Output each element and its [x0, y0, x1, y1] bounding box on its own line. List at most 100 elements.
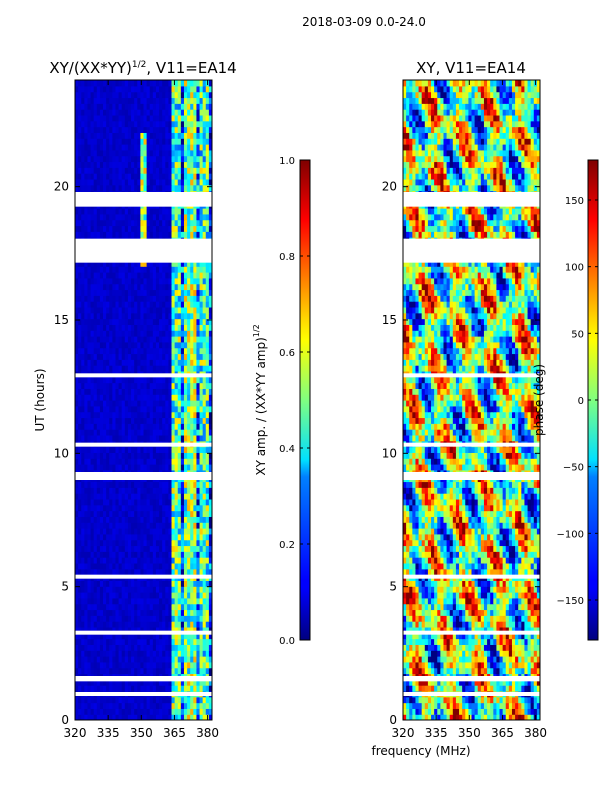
heatmap-cell — [205, 173, 210, 180]
heatmap-cell — [140, 382, 145, 389]
heatmap-cell — [140, 272, 145, 279]
heatmap-cell — [187, 493, 191, 500]
heatmap-cell — [90, 696, 95, 704]
heatmap-cell — [131, 708, 135, 715]
heatmap-cell — [165, 144, 170, 151]
heatmap-cell — [121, 85, 126, 93]
heatmap-cell — [152, 266, 157, 273]
heatmap-cell — [134, 487, 138, 494]
heatmap-cell — [177, 557, 182, 564]
heatmap-cell — [75, 458, 79, 465]
heatmap-cell — [165, 91, 170, 99]
heatmap-cell — [143, 510, 148, 517]
heatmap-cell — [121, 504, 126, 512]
heatmap-cell — [96, 353, 101, 360]
heatmap-cell — [78, 434, 82, 442]
x-tick-label: 380 — [196, 726, 219, 740]
heatmap-cell — [205, 562, 210, 570]
heatmap-cell — [162, 708, 166, 715]
heatmap-cell — [159, 615, 163, 622]
heatmap-cell — [93, 330, 98, 337]
heatmap-cell — [177, 178, 182, 186]
heatmap-cell — [118, 330, 123, 337]
heatmap-cell — [90, 516, 95, 523]
heatmap-cell — [168, 347, 173, 355]
heatmap-cell — [78, 626, 82, 634]
heatmap-cell — [190, 208, 194, 215]
heatmap-cell — [196, 714, 201, 720]
heatmap-cell — [146, 312, 151, 320]
heatmap-cell — [146, 510, 151, 517]
heatmap-cell — [81, 656, 85, 663]
heatmap-cell — [75, 603, 79, 611]
heatmap-cell — [183, 80, 188, 87]
heatmap-cell — [106, 167, 110, 174]
heatmap-cell — [168, 149, 173, 157]
heatmap-cell — [193, 434, 198, 442]
heatmap-cell — [78, 714, 82, 720]
heatmap-cell — [93, 301, 98, 308]
heatmap-cell — [183, 85, 188, 93]
heatmap-cell — [168, 464, 173, 471]
heatmap-cell — [152, 562, 157, 570]
heatmap-cell — [199, 679, 204, 686]
heatmap-cell — [171, 277, 176, 285]
heatmap-cell — [165, 562, 170, 570]
heatmap-cell — [96, 516, 101, 523]
heatmap-cell — [131, 434, 135, 442]
heatmap-cell — [131, 359, 135, 366]
heatmap-cell — [137, 144, 141, 151]
heatmap-cell — [155, 272, 160, 279]
heatmap-cell — [208, 213, 212, 221]
heatmap-cell — [174, 714, 179, 720]
heatmap-cell — [208, 138, 212, 145]
heatmap-cell — [152, 417, 157, 424]
heatmap-cell — [99, 318, 104, 325]
heatmap-cell — [162, 685, 166, 692]
heatmap-cell — [112, 289, 117, 296]
heatmap-cell — [134, 434, 138, 442]
heatmap-cell — [75, 609, 79, 616]
heatmap-cell — [96, 696, 101, 704]
heatmap-cell — [106, 568, 110, 576]
heatmap-cell — [518, 708, 522, 715]
heatmap-cell — [152, 714, 157, 720]
heatmap-cell — [171, 365, 176, 372]
heatmap-cell — [81, 85, 85, 93]
heatmap-cell — [177, 161, 182, 168]
heatmap-cell — [171, 219, 176, 227]
heatmap-cell — [168, 423, 173, 430]
heatmap-cell — [90, 272, 95, 279]
heatmap-cell — [99, 109, 104, 116]
heatmap-cell — [96, 528, 101, 535]
heatmap-cell — [127, 667, 132, 675]
heatmap-cell — [99, 597, 104, 605]
heatmap-cell — [109, 533, 113, 541]
heatmap-cell — [202, 679, 207, 686]
heatmap-cell — [137, 376, 141, 384]
heatmap-cell — [208, 277, 212, 285]
heatmap-cell — [87, 376, 92, 384]
heatmap-cell — [75, 528, 79, 535]
heatmap-cell — [205, 516, 210, 523]
heatmap-cell — [90, 656, 95, 663]
heatmap-cell — [183, 365, 188, 372]
heatmap-cell — [75, 161, 79, 168]
heatmap-cell — [208, 260, 212, 267]
heatmap-cell — [96, 173, 101, 180]
heatmap-cell — [152, 685, 157, 692]
heatmap-cell — [75, 382, 79, 389]
heatmap-cell — [208, 272, 212, 279]
heatmap-cell — [174, 434, 179, 442]
heatmap-cell — [131, 266, 135, 273]
heatmap-cell — [168, 167, 173, 174]
heatmap-cell — [103, 446, 107, 453]
heatmap-cell — [177, 347, 182, 355]
heatmap-cell — [190, 283, 194, 291]
heatmap-cell — [468, 714, 473, 720]
heatmap-cell — [149, 702, 154, 709]
heatmap-cell — [140, 504, 145, 512]
heatmap-cell — [106, 539, 110, 547]
heatmap-cell — [165, 272, 170, 279]
heatmap-cell — [87, 458, 92, 465]
